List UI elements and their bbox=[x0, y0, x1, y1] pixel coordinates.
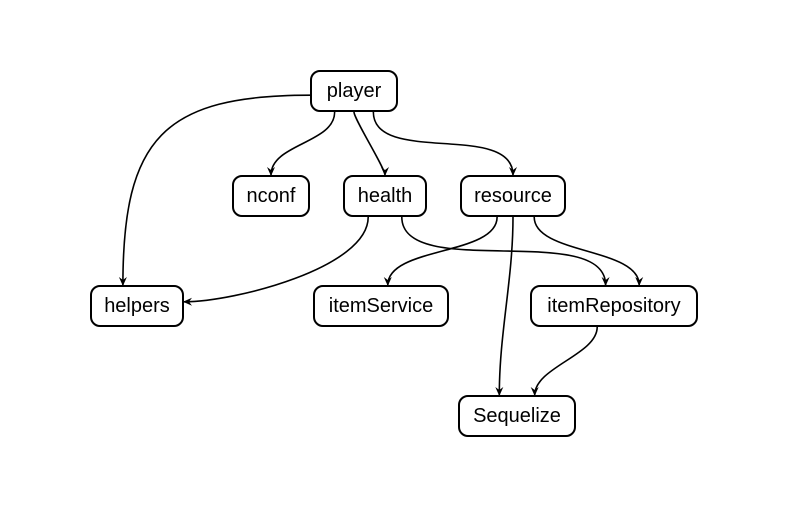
edge-player-to-health bbox=[354, 112, 385, 175]
edges-layer bbox=[0, 0, 800, 507]
diagram-canvas: player nconf health resource helpers itemServ… bbox=[0, 0, 800, 507]
edge-health-to-itemRepository bbox=[402, 217, 606, 285]
node-helpers: helpers bbox=[90, 285, 184, 327]
node-Sequelize: Sequelize bbox=[458, 395, 576, 437]
node-label: itemService bbox=[329, 295, 433, 318]
edge-resource-to-Sequelize bbox=[499, 217, 513, 395]
node-label: player bbox=[327, 80, 381, 103]
node-label: nconf bbox=[247, 185, 296, 208]
node-health: health bbox=[343, 175, 427, 217]
edge-player-to-nconf bbox=[271, 112, 335, 175]
edge-resource-to-itemRepository bbox=[534, 217, 639, 285]
node-label: helpers bbox=[104, 295, 170, 318]
node-itemService: itemService bbox=[313, 285, 449, 327]
edge-player-to-resource bbox=[373, 112, 513, 175]
node-label: health bbox=[358, 185, 413, 208]
node-player: player bbox=[310, 70, 398, 112]
node-nconf: nconf bbox=[232, 175, 310, 217]
node-label: resource bbox=[474, 185, 552, 208]
node-resource: resource bbox=[460, 175, 566, 217]
edge-resource-to-itemService bbox=[388, 217, 497, 285]
node-label: itemRepository bbox=[547, 295, 680, 318]
edge-itemRepository-to-Sequelize bbox=[535, 327, 598, 395]
node-itemRepository: itemRepository bbox=[530, 285, 698, 327]
node-label: Sequelize bbox=[473, 405, 561, 428]
